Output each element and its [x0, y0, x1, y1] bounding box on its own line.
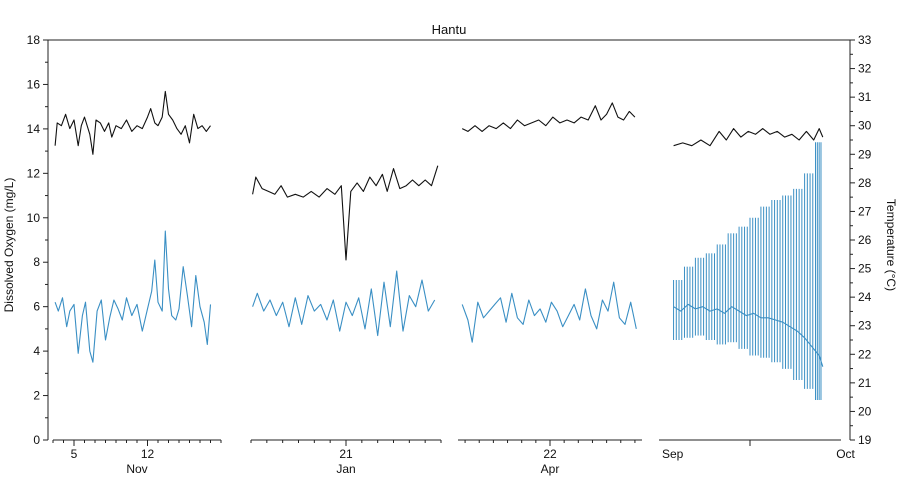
dissolved-oxygen-line [54, 230, 212, 363]
y-right-tick-label: 31 [858, 90, 872, 104]
y-right-tick-label: 19 [858, 433, 872, 447]
y-left-tick-label: 4 [33, 344, 40, 358]
y-axis-right-label: Temperature (°C) [884, 199, 898, 291]
y-right-tick-label: 26 [858, 233, 872, 247]
y-left-tick-label: 14 [27, 122, 41, 136]
x-month-label: Sep [662, 447, 684, 461]
y-left-tick-label: 8 [33, 255, 40, 269]
y-left-tick-label: 10 [27, 211, 41, 225]
y-left-tick-label: 0 [33, 433, 40, 447]
y-right-tick-label: 30 [858, 119, 872, 133]
x-day-tick-label: 12 [141, 447, 155, 461]
temperature-line [54, 90, 211, 155]
x-month-label: Apr [541, 462, 560, 476]
y-left-tick-label: 18 [27, 33, 41, 47]
x-month-label: Nov [126, 462, 147, 476]
x-day-tick-label: 5 [71, 447, 78, 461]
y-right-tick-label: 28 [858, 176, 872, 190]
y-right-tick-label: 20 [858, 404, 872, 418]
y-left-tick-label: 6 [33, 300, 40, 314]
y-right-tick-label: 22 [858, 347, 872, 361]
y-left-tick-label: 12 [27, 166, 41, 180]
y-right-tick-label: 25 [858, 262, 872, 276]
temperature-line [461, 102, 636, 132]
y-left-tick-label: 16 [27, 77, 41, 91]
y-right-tick-label: 23 [858, 319, 872, 333]
x-month-label: Jan [336, 462, 355, 476]
chart-title: Hantu [432, 22, 467, 37]
y-right-tick-label: 27 [858, 204, 872, 218]
y-right-tick-label: 29 [858, 147, 872, 161]
x-day-tick-label: 21 [339, 447, 353, 461]
x-day-tick-label: 22 [543, 447, 557, 461]
y-right-tick-label: 24 [858, 290, 872, 304]
temperature-line [252, 165, 439, 261]
y-axis-left-label: Dissolved Oxygen (mg/L) [2, 178, 16, 313]
dissolved-oxygen-line [252, 270, 436, 337]
x-month-label: Oct [836, 447, 855, 461]
y-right-tick-label: 32 [858, 62, 872, 76]
plot-area: 0246810121416181920212223242526272829303… [27, 33, 872, 476]
temperature-line [673, 128, 824, 147]
dissolved-oxygen-line [673, 303, 824, 367]
y-right-tick-label: 33 [858, 33, 872, 47]
y-left-tick-label: 2 [33, 389, 40, 403]
y-right-tick-label: 21 [858, 376, 872, 390]
dissolved-oxygen-line [461, 281, 637, 343]
